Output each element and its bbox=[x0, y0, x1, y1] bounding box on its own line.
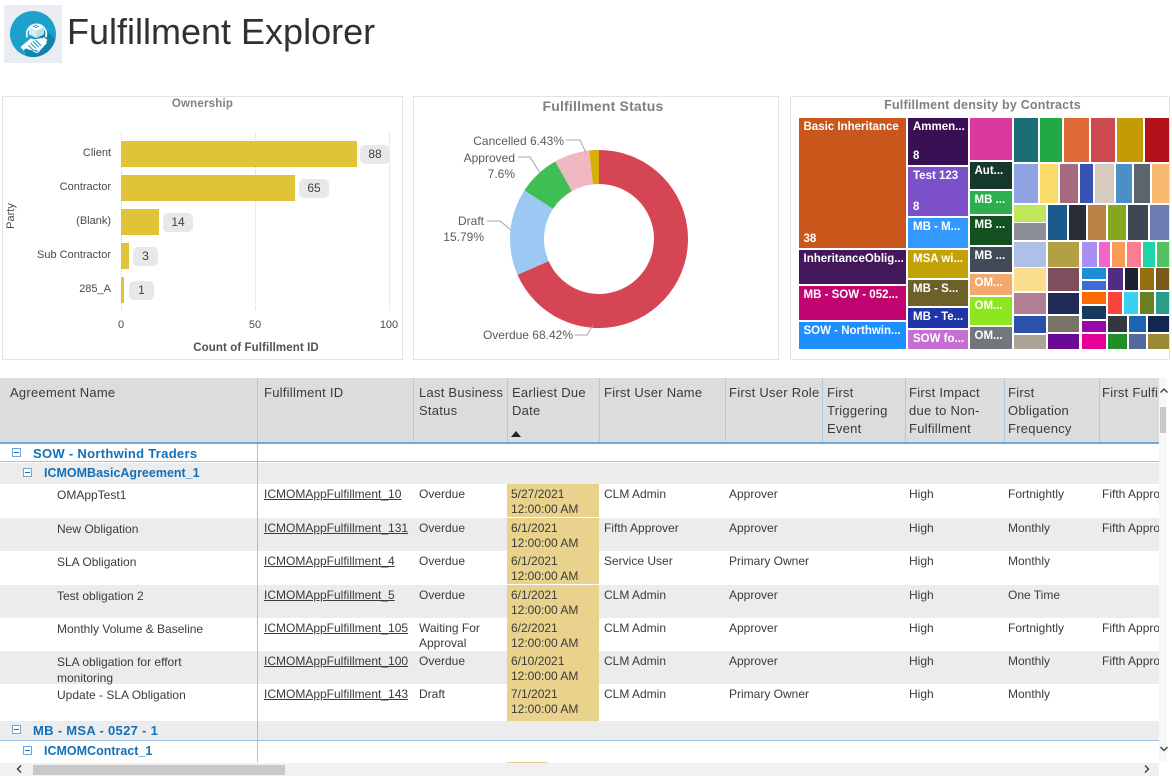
svg-text:15.79%: 15.79% bbox=[443, 230, 484, 244]
svg-text:7.6%: 7.6% bbox=[488, 167, 516, 181]
svg-text:Overdue 68.42%: Overdue 68.42% bbox=[483, 328, 573, 342]
svg-text:Approved: Approved bbox=[464, 151, 515, 165]
svg-text:Draft: Draft bbox=[458, 214, 485, 228]
svg-text:Cancelled 6.43%: Cancelled 6.43% bbox=[473, 134, 564, 148]
